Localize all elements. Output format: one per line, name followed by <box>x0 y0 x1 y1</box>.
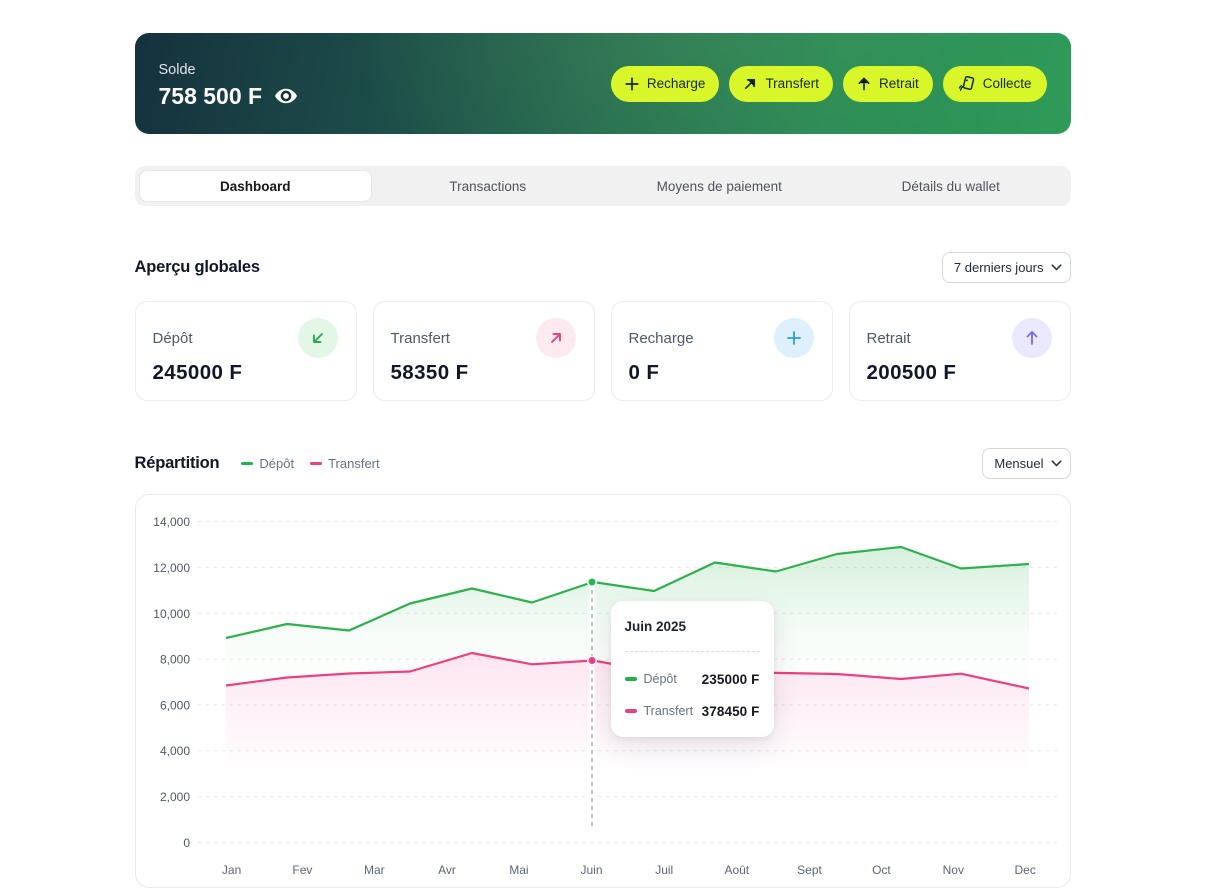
svg-text:Jan: Jan <box>221 863 240 877</box>
svg-text:Juin: Juin <box>580 863 602 877</box>
svg-text:12,000: 12,000 <box>153 561 190 575</box>
svg-text:0: 0 <box>183 836 190 850</box>
svg-text:2,000: 2,000 <box>159 790 189 804</box>
svg-text:Juil: Juil <box>655 863 673 877</box>
svg-text:Avr: Avr <box>438 863 456 877</box>
svg-text:Dec: Dec <box>1014 863 1035 877</box>
svg-text:4,000: 4,000 <box>159 744 189 758</box>
svg-text:Mai: Mai <box>509 863 528 877</box>
svg-text:Mar: Mar <box>363 863 384 877</box>
svg-text:Août: Août <box>724 863 749 877</box>
svg-text:8,000: 8,000 <box>159 653 189 667</box>
svg-text:10,000: 10,000 <box>153 607 190 621</box>
svg-text:Oct: Oct <box>872 863 891 877</box>
svg-text:Nov: Nov <box>942 863 963 877</box>
svg-text:14,000: 14,000 <box>153 515 190 529</box>
svg-text:Sept: Sept <box>797 863 822 877</box>
svg-text:Fev: Fev <box>292 863 312 877</box>
svg-text:6,000: 6,000 <box>159 699 189 713</box>
